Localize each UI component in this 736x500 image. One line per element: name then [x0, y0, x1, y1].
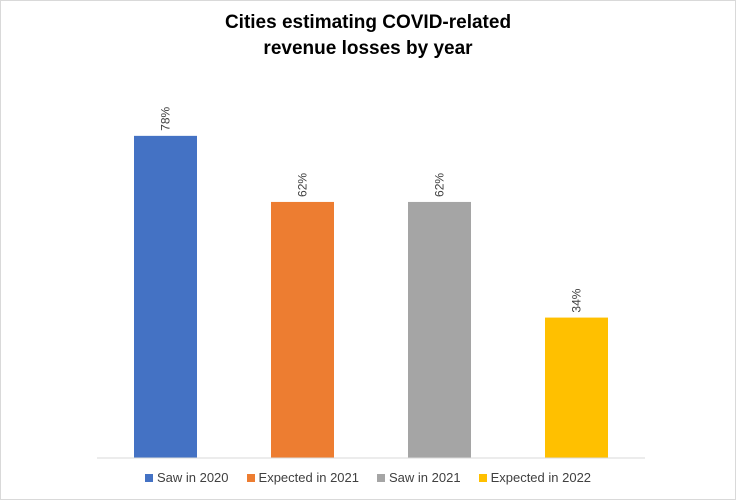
- bar-3: [545, 317, 608, 458]
- chart-title-line-1: Cities estimating COVID-related: [224, 12, 512, 33]
- bar-0: [134, 135, 197, 459]
- data-label-1: 62%: [296, 173, 310, 197]
- legend-item-expected-2021: Expected in 2021: [246, 470, 359, 485]
- legend-swatch: [377, 473, 385, 482]
- legend-label: Saw in 2021: [389, 470, 461, 485]
- legend-swatch: [144, 473, 153, 482]
- legend-label: Expected in 2021: [258, 470, 359, 485]
- data-labels-group: 78% 62% 62% 34%: [159, 107, 584, 313]
- legend: Saw in 2020 Expected in 2021 Saw in 2021…: [0, 470, 736, 485]
- bar-1: [271, 201, 334, 458]
- data-label-2: 62%: [433, 173, 447, 197]
- chart-title: Cities estimating COVID-related revenue …: [0, 10, 736, 62]
- bar-2: [408, 201, 471, 458]
- legend-item-expected-2022: Expected in 2022: [478, 470, 592, 485]
- legend-swatch: [478, 473, 487, 482]
- bars-group: [134, 135, 608, 459]
- chart-title-line-2: revenue losses by year: [263, 38, 473, 59]
- data-label-0: 78%: [159, 107, 173, 131]
- legend-item-saw-2020: Saw in 2020: [144, 470, 229, 485]
- data-label-3: 34%: [570, 288, 584, 312]
- legend-swatch: [246, 473, 255, 482]
- legend-item-saw-2021: Saw in 2021: [377, 470, 461, 485]
- legend-label: Expected in 2022: [490, 470, 592, 485]
- legend-label: Saw in 2020: [156, 470, 229, 485]
